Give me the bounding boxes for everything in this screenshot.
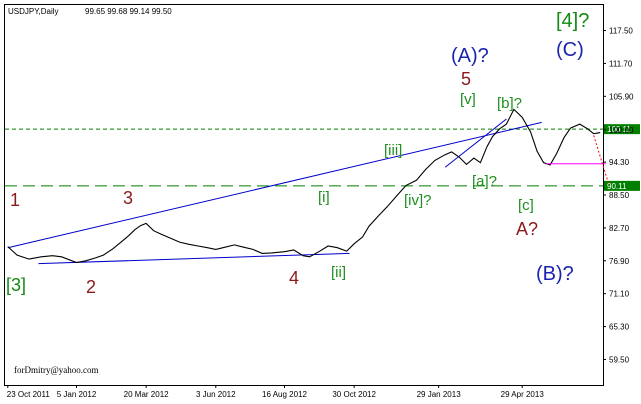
wave-label: 5 bbox=[461, 69, 471, 89]
y-tick-label: 100.00 bbox=[609, 126, 634, 135]
wave-label: (B)? bbox=[536, 263, 574, 285]
lower-trendline bbox=[38, 252, 350, 265]
wave-label: [4]? bbox=[556, 10, 589, 32]
y-tick-label: 82.70 bbox=[609, 224, 630, 233]
wave-label: A? bbox=[516, 219, 538, 239]
level-label-box bbox=[604, 180, 640, 191]
x-tick-label: 23 Oct 2011 bbox=[7, 390, 51, 399]
horizontal-levels: 100.11 90.11 bbox=[5, 124, 640, 191]
wave-label: [v] bbox=[460, 91, 476, 108]
y-tick-label: 65.30 bbox=[609, 323, 630, 332]
wave-label: [ii] bbox=[331, 264, 346, 281]
channel-line bbox=[444, 118, 507, 168]
y-tick-label: 71.10 bbox=[609, 290, 630, 299]
x-tick-label: 29 Jan 2013 bbox=[417, 390, 462, 399]
price-series bbox=[7, 108, 601, 264]
wave-label: [3] bbox=[6, 275, 26, 295]
x-tick-label: 30 Oct 2012 bbox=[332, 390, 376, 399]
price-line bbox=[7, 108, 601, 264]
x-tick-label: 29 Apr 2013 bbox=[501, 390, 545, 399]
level-label: 100.11 bbox=[607, 125, 631, 134]
chart-symbol-label: USDJPY,Daily bbox=[8, 7, 59, 16]
x-axis: 23 Oct 2011 5 Jan 2012 20 Mar 2012 3 Jun 20… bbox=[7, 385, 545, 399]
y-tick-label: 117.50 bbox=[609, 27, 633, 36]
chart-frame bbox=[4, 4, 604, 386]
level-label: 90.11 bbox=[607, 182, 627, 191]
y-tick-label: 76.90 bbox=[609, 257, 630, 266]
y-tick-label: 59.50 bbox=[609, 355, 630, 364]
wave-label: 1 bbox=[10, 190, 20, 210]
x-tick-label: 16 Aug 2012 bbox=[262, 390, 307, 399]
ohlc-readout: 99.65 99.68 99.14 99.50 bbox=[85, 7, 172, 16]
wave-label: [iii] bbox=[384, 142, 402, 159]
wave-label: [a]? bbox=[472, 173, 497, 190]
y-tick-label: 88.50 bbox=[609, 191, 630, 200]
upper-trendline bbox=[7, 121, 542, 249]
projection-marks bbox=[546, 135, 610, 184]
x-tick-label: 3 Jun 2012 bbox=[196, 390, 236, 399]
y-tick-label: 105.90 bbox=[609, 92, 634, 101]
wave-label: (C) bbox=[556, 39, 584, 61]
projection-path bbox=[593, 135, 610, 184]
wave-labels: 1 [3] 2 3 4 [i] [ii] [iii] [iv]? [v] 5(A)? [b]? [a]?… bbox=[6, 10, 589, 297]
x-tick-label: 5 Jan 2012 bbox=[57, 390, 97, 399]
wave-label: 2 bbox=[86, 277, 96, 297]
y-tick-label: 111.70 bbox=[609, 59, 633, 68]
wave-label: [b]? bbox=[497, 95, 522, 112]
level-label-box bbox=[604, 124, 640, 135]
wave-label: (A)? bbox=[451, 45, 489, 67]
wave-label: [i] bbox=[318, 189, 330, 206]
wave-label: 3 bbox=[123, 188, 133, 208]
wave-label: [c] bbox=[518, 197, 534, 214]
y-axis: 117.50 111.70 105.90 100.00 94.30 88.50 82.70 7… bbox=[603, 27, 634, 364]
watermark-email: forDmitry@yahoo.com bbox=[14, 365, 99, 375]
wave-label: [iv]? bbox=[404, 192, 432, 209]
y-tick-label: 94.30 bbox=[609, 158, 630, 167]
wave-label: 4 bbox=[289, 268, 299, 288]
x-tick-label: 20 Mar 2012 bbox=[124, 390, 169, 399]
trendlines bbox=[7, 118, 542, 265]
